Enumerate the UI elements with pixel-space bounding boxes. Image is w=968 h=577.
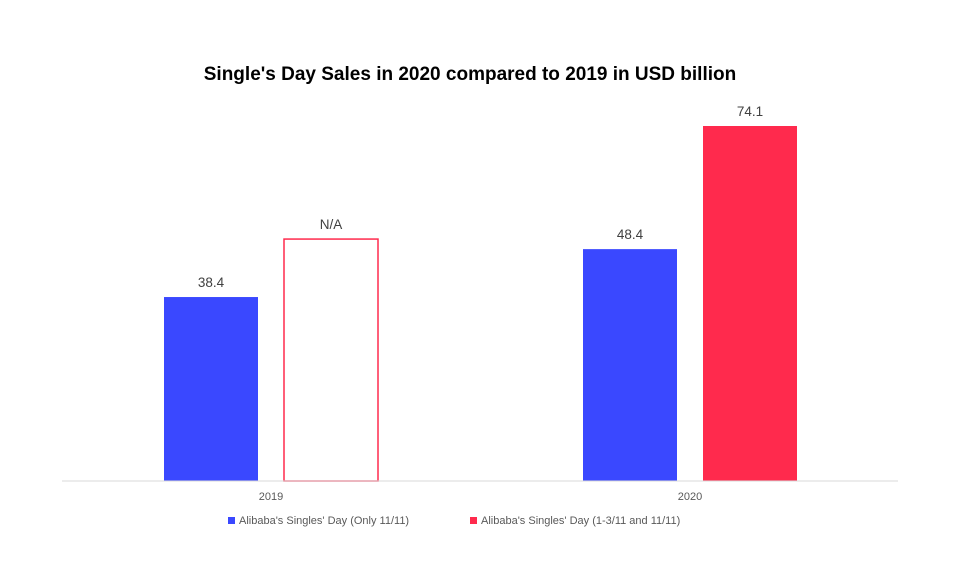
legend: Alibaba's Singles' Day (Only 11/11) Aliba… — [228, 515, 680, 527]
bar-2019-series-2 — [283, 238, 379, 482]
legend-item-2: Alibaba's Singles' Day (1-3/11 and 11/11… — [470, 515, 680, 527]
bars-group — [164, 126, 797, 482]
data-label-2020-series-1: 48.4 — [617, 227, 644, 242]
chart-title: Single's Day Sales in 2020 compared to 2… — [204, 64, 736, 85]
legend-swatch-2 — [470, 517, 477, 524]
data-labels-group: 38.4 N/A 48.4 74.1 — [198, 104, 763, 290]
x-tick-label-2020: 2020 — [678, 491, 702, 503]
legend-item-1: Alibaba's Singles' Day (Only 11/11) — [228, 515, 409, 527]
bar-2020-series-2 — [703, 126, 797, 481]
legend-swatch-1 — [228, 517, 235, 524]
bar-2019-series-1 — [164, 297, 258, 481]
x-tick-labels: 2019 2020 — [259, 491, 702, 503]
data-label-2019-series-1: 38.4 — [198, 275, 225, 290]
data-label-2020-series-2: 74.1 — [737, 104, 763, 119]
bar-2020-series-1 — [583, 249, 677, 481]
legend-label-2: Alibaba's Singles' Day (1-3/11 and 11/11… — [481, 515, 680, 527]
legend-label-1: Alibaba's Singles' Day (Only 11/11) — [239, 515, 409, 527]
data-label-2019-series-2: N/A — [320, 217, 343, 232]
x-tick-label-2019: 2019 — [259, 491, 283, 503]
